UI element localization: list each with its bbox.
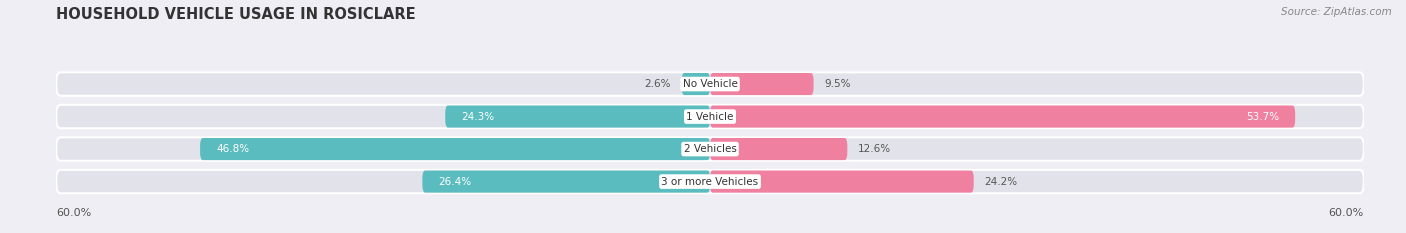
Text: 2 Vehicles: 2 Vehicles (683, 144, 737, 154)
FancyBboxPatch shape (682, 73, 710, 95)
Text: Source: ZipAtlas.com: Source: ZipAtlas.com (1281, 7, 1392, 17)
FancyBboxPatch shape (446, 106, 710, 128)
FancyBboxPatch shape (710, 138, 848, 160)
Text: 24.2%: 24.2% (984, 177, 1018, 187)
FancyBboxPatch shape (56, 170, 1364, 193)
Text: 60.0%: 60.0% (56, 208, 91, 218)
Text: 9.5%: 9.5% (824, 79, 851, 89)
FancyBboxPatch shape (710, 73, 814, 95)
Text: 46.8%: 46.8% (217, 144, 249, 154)
Text: 12.6%: 12.6% (858, 144, 891, 154)
Text: 26.4%: 26.4% (439, 177, 472, 187)
Text: 3 or more Vehicles: 3 or more Vehicles (661, 177, 759, 187)
FancyBboxPatch shape (56, 105, 1364, 128)
FancyBboxPatch shape (56, 72, 1364, 96)
FancyBboxPatch shape (56, 137, 1364, 161)
Text: 53.7%: 53.7% (1246, 112, 1279, 122)
Text: 24.3%: 24.3% (461, 112, 495, 122)
Text: 2.6%: 2.6% (644, 79, 671, 89)
Text: No Vehicle: No Vehicle (682, 79, 738, 89)
Text: 60.0%: 60.0% (1329, 208, 1364, 218)
FancyBboxPatch shape (422, 171, 710, 193)
Text: 1 Vehicle: 1 Vehicle (686, 112, 734, 122)
FancyBboxPatch shape (200, 138, 710, 160)
FancyBboxPatch shape (710, 106, 1295, 128)
Text: HOUSEHOLD VEHICLE USAGE IN ROSICLARE: HOUSEHOLD VEHICLE USAGE IN ROSICLARE (56, 7, 416, 22)
FancyBboxPatch shape (710, 171, 974, 193)
